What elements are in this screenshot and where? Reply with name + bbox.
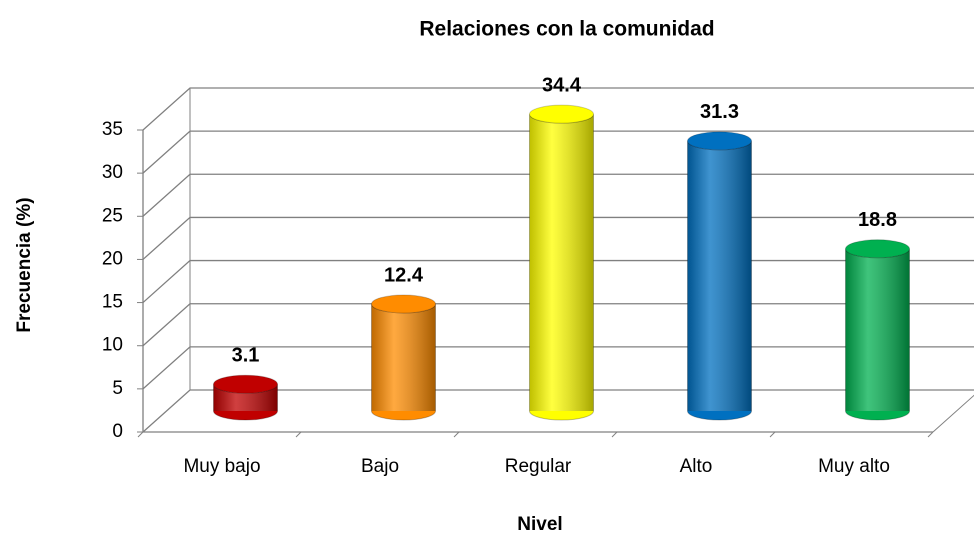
x-tick-label: Regular <box>505 456 572 477</box>
grid-line <box>142 87 974 131</box>
x-tick <box>927 431 934 438</box>
grid-line <box>142 130 974 174</box>
y-tick-label: 10 <box>102 335 123 356</box>
y-tick-label: 35 <box>102 119 123 140</box>
data-label: 31.3 <box>700 101 739 123</box>
bar-top <box>529 104 594 124</box>
floor-right-edge <box>932 394 974 433</box>
y-tick-label: 15 <box>102 292 123 313</box>
data-label: 12.4 <box>384 264 424 286</box>
y-axis-title: Frecuencia (%) <box>14 197 35 332</box>
bar-top <box>213 374 278 394</box>
bar-top <box>687 131 752 151</box>
bar-shade <box>687 140 752 411</box>
y-tick-label: 0 <box>112 421 123 442</box>
y-tick-label: 30 <box>102 162 123 183</box>
x-tick <box>295 431 302 438</box>
data-label: 3.1 <box>232 345 260 367</box>
bar-shade <box>529 114 594 412</box>
bar-shade <box>845 248 910 411</box>
x-tick-label: Muy alto <box>818 456 890 477</box>
bar-top <box>845 239 910 259</box>
bar-shade <box>371 304 436 411</box>
x-tick <box>453 431 460 438</box>
data-label: 34.4 <box>542 74 582 96</box>
x-tick <box>137 431 144 438</box>
x-tick <box>611 431 618 438</box>
x-tick-label: Bajo <box>361 456 399 477</box>
x-tick-label: Alto <box>680 456 713 477</box>
y-tick-label: 20 <box>102 248 123 269</box>
x-tick-label: Muy bajo <box>183 456 260 477</box>
y-tick-label: 5 <box>112 378 123 399</box>
data-label: 18.8 <box>858 209 897 231</box>
x-axis-title: Nivel <box>517 514 562 535</box>
bar-top <box>371 294 436 314</box>
y-tick-label: 25 <box>102 205 123 226</box>
x-tick <box>769 431 776 438</box>
chart-title: Relaciones con la comunidad <box>419 18 714 41</box>
